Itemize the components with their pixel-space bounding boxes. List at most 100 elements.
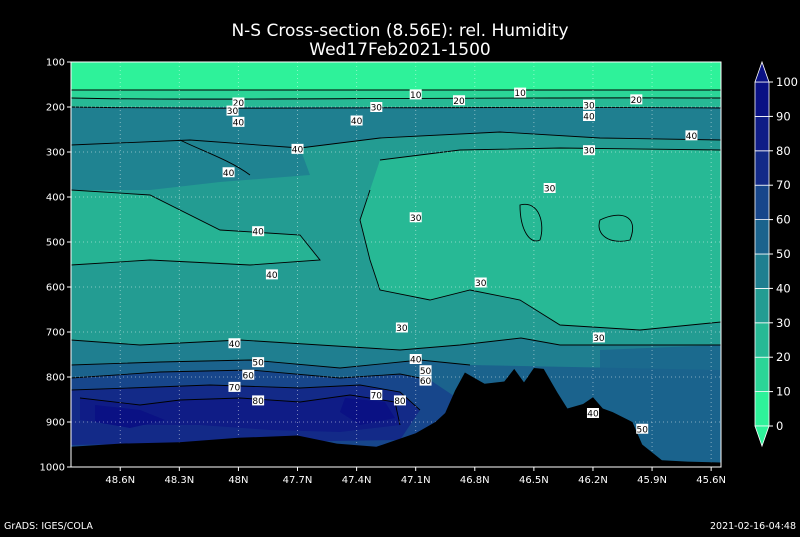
x-tick-label: 48.6N (105, 475, 135, 486)
contour-label: 10 (514, 87, 527, 99)
field-left-dry (71, 190, 320, 265)
y-tick-label: 600 (46, 283, 65, 294)
contour-label-bg (685, 130, 698, 141)
contour-label-text: 40 (233, 118, 245, 128)
contour-label-text: 20 (631, 96, 643, 106)
contour-label: 20 (232, 97, 245, 109)
colorbar-tick-label: 100 (776, 75, 798, 89)
contour-label-text: 70 (371, 392, 383, 402)
contour-label: 40 (228, 338, 241, 350)
contour-label-bg (232, 116, 245, 127)
contour-label-bg (265, 269, 278, 280)
contour-label-text: 50 (420, 367, 432, 377)
contour-label: 40 (232, 116, 245, 128)
y-tick-label: 100 (46, 58, 65, 69)
contour-label: 50 (636, 423, 649, 435)
contour-label-text: 40 (292, 145, 304, 155)
contour-label-bg (228, 381, 241, 392)
contour-label-text: 80 (252, 397, 264, 407)
contour-label: 30 (474, 277, 487, 289)
x-tick-label: 48.3N (164, 475, 194, 486)
field-lower-80 (80, 395, 400, 432)
contour-label-bg (409, 354, 422, 364)
colorbar-segment (754, 287, 770, 324)
contour-label-text: 40 (410, 356, 422, 366)
contour-label-bg (232, 97, 245, 108)
contour-label: 30 (226, 105, 239, 117)
colorbar-max-arrow (754, 60, 770, 83)
contour-line (71, 189, 321, 266)
colorbar-min-arrow (754, 425, 770, 448)
contour-line (71, 369, 431, 381)
contour-label-bg (395, 322, 408, 333)
contour-label-bg (222, 167, 235, 178)
contour-label-text: 50 (636, 425, 648, 435)
colorbar-segment (754, 391, 770, 427)
contour-line (71, 106, 721, 109)
x-axis: 48.6N 48.3N 48N 47.7N 47.4N 47.1N 46.8N 46.5N 46… (105, 467, 726, 486)
colorbar-tick-label: 0 (776, 419, 783, 433)
contour-label: 80 (252, 395, 265, 407)
colorbar-segment (754, 322, 770, 358)
contour-label-bg (453, 95, 466, 106)
contour-label-bg (543, 183, 556, 193)
contour-line (71, 97, 721, 100)
contour-label-text: 40 (351, 117, 363, 127)
footer-left: GrADS: IGES/COLA (4, 521, 93, 532)
contour-label-bg (242, 369, 255, 380)
colorbar-segment (754, 184, 770, 220)
colorbar-segment (754, 356, 770, 393)
contour-label-text: 20 (233, 99, 245, 109)
chart-subtitle: Wed17Feb2021-1500 (309, 40, 490, 60)
contour-label: 30 (592, 332, 605, 344)
contour-label: 30 (395, 322, 408, 334)
contour-line (179, 139, 251, 176)
contour-label: 40 (222, 167, 235, 179)
contour-label-bg (586, 408, 599, 418)
colorbar-segment (754, 81, 770, 117)
x-tick-label: 47.7N (283, 475, 313, 486)
contour-label-text: 10 (514, 89, 526, 99)
y-axis: 100 200 300 400 500 600 700 800 900 1000 (40, 58, 71, 474)
contour-label-bg (419, 375, 432, 386)
x-tick-label: 46.8N (460, 475, 490, 486)
contour-line (79, 394, 401, 426)
y-tick-label: 500 (46, 238, 65, 249)
contour-label: 30 (409, 212, 422, 224)
contour-label: 40 (409, 354, 422, 366)
field-core-90b (340, 398, 395, 425)
contour-label-text: 30 (544, 185, 556, 195)
x-tick-label: 47.4N (342, 475, 372, 486)
x-tick-label: 48N (228, 475, 248, 486)
contour-label: 60 (242, 369, 255, 381)
contour-label-bg (350, 115, 363, 126)
plot-frame (70, 61, 722, 468)
y-tick-label: 300 (46, 148, 65, 159)
contour-label-bg (409, 89, 422, 100)
field-upper-moist-left (71, 140, 310, 190)
colorbar-segment (754, 150, 770, 186)
colorbar-tick-label: 30 (776, 316, 791, 330)
y-tick-label: 700 (46, 328, 65, 339)
contour-label: 50 (252, 357, 265, 369)
contour-label-bg (583, 111, 596, 121)
y-tick-label: 400 (46, 193, 65, 204)
contour-label-bg (630, 94, 643, 105)
contour-line (519, 204, 543, 242)
contour-label: 40 (586, 408, 599, 420)
chart-title: N-S Cross-section (8.56E): rel. Humidity (231, 21, 568, 41)
contour-label-text: 30 (227, 107, 239, 117)
contour-line (71, 131, 721, 149)
x-tick-label: 46.5N (519, 475, 549, 486)
contour-line (359, 189, 721, 331)
contour-line (71, 384, 421, 411)
contour-label-text: 30 (583, 101, 595, 111)
field-top-dry (71, 62, 721, 90)
contour-label: 30 (583, 145, 596, 157)
colorbar-segment (754, 116, 770, 152)
terrain-silhouette (71, 368, 721, 467)
colorbar-tick-label: 40 (776, 281, 791, 295)
contour-label: 20 (453, 95, 466, 107)
y-tick-label: 800 (46, 373, 65, 384)
contour-line (71, 359, 471, 369)
